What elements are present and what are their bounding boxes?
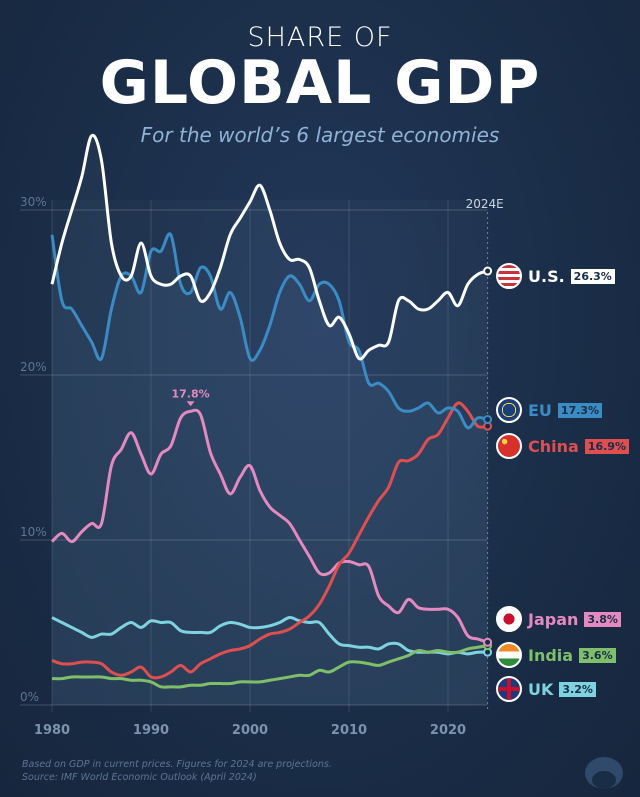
x-tick-label: 1980 <box>34 723 70 738</box>
series-line-eu <box>50 232 488 430</box>
series-name: UK <box>528 679 554 699</box>
china-flag-icon <box>496 433 522 459</box>
end-point-eu <box>483 415 493 425</box>
end-point-us. <box>483 266 493 276</box>
series-line-us. <box>50 133 489 361</box>
y-tick-label: 30% <box>20 195 47 209</box>
series-value: 3.2% <box>559 681 596 697</box>
series-name: U.S. <box>528 266 565 286</box>
japan-flag-icon <box>496 606 522 632</box>
series-name: EU <box>528 400 552 420</box>
x-tick-label: 2000 <box>232 723 268 738</box>
us-flag-icon <box>496 263 522 289</box>
series-value: 16.9% <box>584 438 629 454</box>
x-tick-label: 1990 <box>133 723 169 738</box>
series-line-japan <box>50 408 489 644</box>
peak-annotation: 17.8% <box>172 387 210 400</box>
end-point-japan <box>483 637 493 647</box>
x-tick-label: 2020 <box>430 723 466 738</box>
2024-marker-label: 2024E <box>466 197 504 211</box>
footer: Based on GDP in current prices. Figures … <box>22 758 332 784</box>
series-label-us.: U.S. 26.3% <box>496 263 615 289</box>
footer-source: Source: IMF World Economic Outlook (Apri… <box>22 772 257 783</box>
series-value: 26.3% <box>570 268 615 284</box>
series-label-china: China 16.9% <box>496 433 629 459</box>
series-label-uk: UK 3.2% <box>496 676 596 702</box>
logo-icon <box>585 757 623 789</box>
series-value: 3.6% <box>579 647 616 663</box>
y-tick-label: 0% <box>20 690 39 704</box>
series-value: 17.3% <box>557 402 603 418</box>
peak-annotation-pointer <box>186 401 195 407</box>
series-label-eu: EU 17.3% <box>496 397 603 423</box>
series-value: 3.8% <box>584 611 621 627</box>
series-name: China <box>528 436 579 456</box>
y-tick-label: 10% <box>20 525 47 539</box>
series-label-japan: Japan 3.8% <box>496 606 621 632</box>
eu-flag-icon <box>496 397 522 423</box>
series-line-india <box>51 644 488 689</box>
title: GLOBAL GDP <box>99 48 541 118</box>
india-flag-icon <box>496 642 522 668</box>
title-kicker: SHARE OF <box>247 22 393 53</box>
area-us. <box>52 135 488 706</box>
uk-flag-icon <box>496 676 522 702</box>
y-tick-label: 20% <box>20 360 47 374</box>
series-name: Japan <box>528 609 579 629</box>
series-label-india: India 3.6% <box>496 642 616 668</box>
x-tick-label: 2010 <box>331 723 367 738</box>
series-name: India <box>528 645 574 665</box>
series-line-china <box>51 401 488 680</box>
area-eu <box>52 233 488 705</box>
footer-note: Based on GDP in current prices. Figures … <box>22 759 332 770</box>
subtitle: For the world’s 6 largest economies <box>140 123 500 147</box>
